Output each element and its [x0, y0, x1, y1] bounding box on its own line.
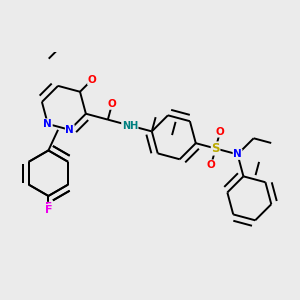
Text: S: S: [211, 142, 220, 155]
Text: F: F: [45, 202, 52, 212]
Text: O: O: [207, 160, 215, 170]
Text: F: F: [45, 205, 52, 214]
Text: O: O: [88, 75, 96, 85]
Text: N: N: [44, 119, 52, 129]
Text: O: O: [108, 99, 116, 109]
Text: O: O: [216, 127, 224, 137]
Text: N: N: [65, 125, 74, 135]
Text: N: N: [233, 149, 242, 159]
Text: NH: NH: [122, 121, 138, 130]
